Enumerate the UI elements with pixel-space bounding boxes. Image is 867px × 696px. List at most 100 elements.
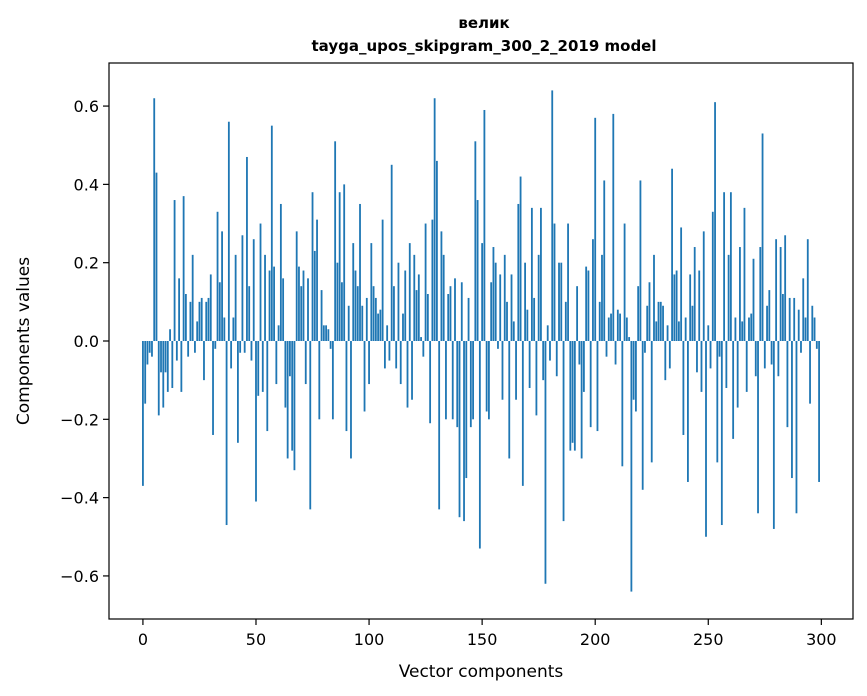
bar-81 bbox=[325, 325, 327, 341]
bar-298 bbox=[815, 341, 818, 349]
bar-186 bbox=[562, 341, 565, 522]
bar-124 bbox=[422, 341, 425, 357]
bar-96 bbox=[359, 203, 361, 341]
bar-4 bbox=[151, 341, 153, 357]
bar-184 bbox=[558, 262, 560, 341]
bar-97 bbox=[361, 305, 364, 341]
bar-103 bbox=[374, 297, 377, 341]
y-axis-label: Components values bbox=[14, 257, 34, 425]
bar-145 bbox=[469, 341, 472, 428]
bar-213 bbox=[623, 223, 626, 341]
bar-44 bbox=[241, 235, 244, 341]
bar-218 bbox=[635, 341, 637, 412]
bar-53 bbox=[261, 341, 264, 392]
bar-80 bbox=[322, 325, 325, 341]
bar-99 bbox=[365, 297, 368, 341]
bar-52 bbox=[259, 223, 262, 341]
bar-195 bbox=[582, 341, 585, 392]
bar-289 bbox=[795, 341, 798, 514]
bar-285 bbox=[786, 341, 789, 428]
bar-271 bbox=[754, 341, 757, 377]
bar-240 bbox=[684, 317, 687, 341]
bar-150 bbox=[481, 243, 484, 341]
bar-196 bbox=[585, 266, 588, 341]
bar-173 bbox=[533, 297, 536, 341]
bar-50 bbox=[255, 341, 257, 502]
bar-100 bbox=[368, 341, 370, 385]
bar-172 bbox=[530, 207, 533, 341]
bar-296 bbox=[811, 305, 814, 341]
bar-223 bbox=[646, 305, 649, 341]
bar-132 bbox=[440, 231, 443, 341]
bar-128 bbox=[431, 219, 434, 341]
bar-284 bbox=[784, 235, 787, 341]
bar-290 bbox=[797, 309, 800, 341]
bar-258 bbox=[725, 341, 728, 388]
bar-0 bbox=[142, 341, 144, 486]
bar-222 bbox=[644, 341, 646, 353]
bar-235 bbox=[673, 274, 676, 341]
bar-19 bbox=[184, 294, 187, 341]
bar-231 bbox=[664, 341, 667, 381]
bar-187 bbox=[564, 301, 567, 341]
bar-249 bbox=[705, 341, 707, 537]
bar-3 bbox=[148, 341, 151, 353]
bar-8 bbox=[160, 341, 162, 373]
x-tick-label: 250 bbox=[693, 630, 724, 649]
bar-16 bbox=[178, 278, 181, 341]
bar-68 bbox=[295, 231, 298, 341]
bar-133 bbox=[442, 254, 445, 341]
bar-177 bbox=[542, 341, 545, 381]
bar-190 bbox=[571, 341, 574, 443]
bar-83 bbox=[329, 341, 332, 349]
chart-title-line2: tayga_upos_skipgram_300_2_2019 model bbox=[312, 37, 657, 55]
bar-266 bbox=[743, 207, 746, 341]
bar-102 bbox=[372, 286, 375, 341]
y-tick-label: 0.6 bbox=[74, 97, 99, 116]
bar-115 bbox=[402, 313, 404, 341]
bar-162 bbox=[508, 341, 511, 459]
x-axis-label: Vector components bbox=[399, 662, 564, 682]
bar-175 bbox=[537, 254, 540, 341]
bar-108 bbox=[386, 325, 389, 341]
bar-2 bbox=[146, 341, 149, 365]
bar-182 bbox=[553, 223, 556, 341]
bar-143 bbox=[465, 341, 468, 479]
bar-56 bbox=[268, 270, 271, 341]
bar-201 bbox=[596, 341, 599, 432]
bar-197 bbox=[587, 270, 590, 341]
bar-89 bbox=[343, 184, 346, 341]
x-tick-label: 200 bbox=[580, 630, 611, 649]
chart-title-line1: велик bbox=[458, 14, 509, 32]
bar-77 bbox=[316, 219, 318, 341]
bar-295 bbox=[809, 341, 811, 404]
bar-244 bbox=[693, 247, 696, 341]
bar-206 bbox=[607, 317, 610, 341]
bar-242 bbox=[689, 274, 692, 341]
bar-45 bbox=[243, 341, 246, 353]
bar-28 bbox=[205, 301, 208, 341]
bar-25 bbox=[198, 301, 201, 341]
bar-279 bbox=[772, 341, 775, 529]
bar-134 bbox=[445, 341, 447, 420]
bar-11 bbox=[166, 341, 169, 392]
bar-256 bbox=[720, 341, 723, 526]
bar-41 bbox=[234, 254, 237, 341]
y-tick-label: 0.0 bbox=[74, 332, 99, 351]
bar-214 bbox=[625, 317, 628, 341]
bar-59 bbox=[275, 341, 278, 385]
bar-286 bbox=[788, 297, 791, 341]
bar-153 bbox=[488, 341, 490, 420]
bar-227 bbox=[655, 321, 658, 341]
bar-112 bbox=[395, 341, 398, 369]
bar-121 bbox=[415, 290, 418, 341]
bar-238 bbox=[680, 227, 683, 341]
bars-group bbox=[142, 90, 820, 592]
x-tick-label: 300 bbox=[806, 630, 837, 649]
bar-255 bbox=[718, 341, 721, 357]
bar-203 bbox=[601, 254, 603, 341]
bar-269 bbox=[750, 313, 753, 341]
bar-54 bbox=[264, 254, 266, 341]
bar-152 bbox=[485, 341, 488, 412]
bar-299 bbox=[818, 341, 820, 482]
